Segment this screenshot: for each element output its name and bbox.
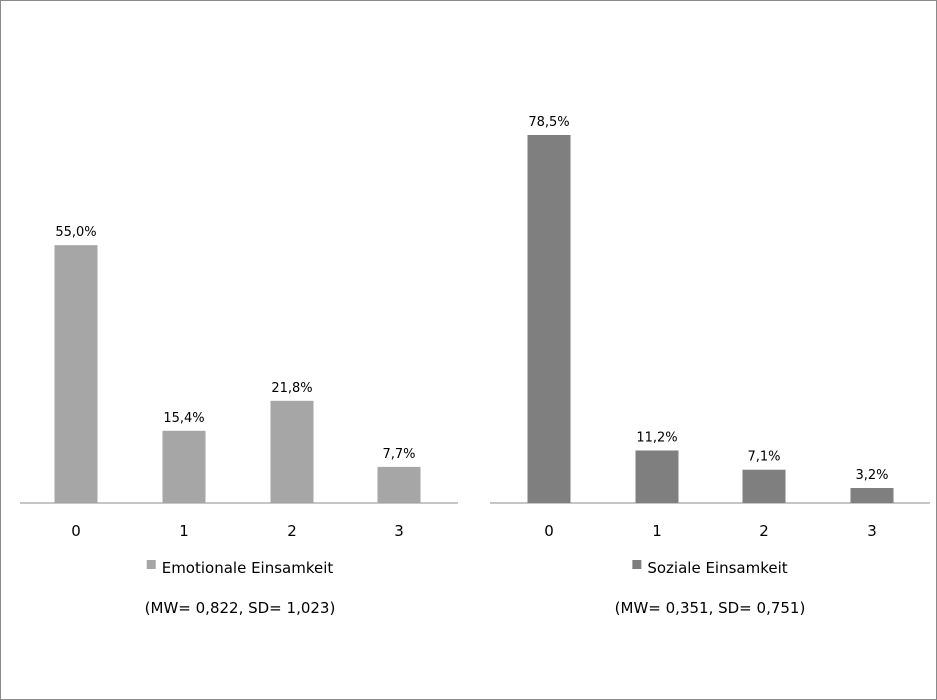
chart-2-tick-label-3: 3 — [867, 522, 877, 540]
chart-1-bar-0 — [54, 245, 98, 504]
chart-2-bar-1 — [635, 450, 679, 503]
chart-2-annotation: (MW= 0,351, SD= 0,751) — [615, 599, 806, 617]
chart-1-bar-2 — [270, 400, 314, 503]
chart-1-annotation: (MW= 0,822, SD= 1,023) — [145, 599, 336, 617]
chart-1-tick-label-3: 3 — [394, 522, 404, 540]
chart-1-data-label-3: 7,7% — [382, 447, 415, 462]
chart-2-tick-label-1: 1 — [652, 522, 662, 540]
chart-2-tick-label-0: 0 — [544, 522, 554, 540]
chart-2-legend-swatch — [632, 560, 642, 569]
chart-1-tick-label-2: 2 — [287, 522, 297, 540]
chart-1-tick-label-0: 0 — [71, 522, 81, 540]
chart-1-bar-3 — [377, 466, 421, 503]
chart-2-data-label-2: 7,1% — [747, 450, 780, 465]
chart-1-data-label-0: 55,0% — [55, 225, 96, 240]
chart-2-data-label-0: 78,5% — [528, 115, 569, 130]
chart-1-tick-label-1: 1 — [179, 522, 189, 540]
chart-2-tick-label-2: 2 — [759, 522, 769, 540]
chart-2-bar-3 — [850, 487, 894, 503]
chart-2-data-label-3: 3,2% — [855, 468, 888, 483]
chart-2-data-label-1: 11,2% — [636, 430, 677, 445]
chart-2-bar-0 — [527, 135, 571, 503]
chart-1-bar-1 — [162, 430, 206, 503]
chart-1-data-label-1: 15,4% — [163, 411, 204, 426]
chart-1-legend-swatch — [146, 560, 156, 569]
chart-2-bar-2 — [742, 469, 786, 503]
chart-2-legend-label: Soziale Einsamkeit — [647, 559, 787, 577]
chart-1-data-label-2: 21,8% — [271, 381, 312, 396]
chart-1-legend-label: Emotionale Einsamkeit — [162, 559, 334, 577]
